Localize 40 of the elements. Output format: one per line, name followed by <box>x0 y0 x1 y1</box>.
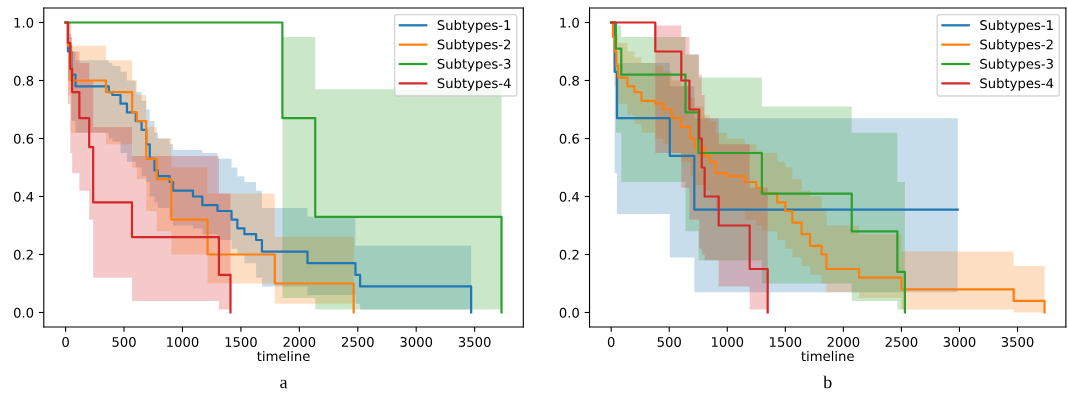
legend-label: Subtypes-1 <box>980 19 1053 33</box>
x-tick-label: 1000 <box>167 336 199 347</box>
text: a <box>280 379 288 389</box>
x-tick-label: 3500 <box>458 336 491 347</box>
x-tick-label: 3000 <box>400 336 433 347</box>
x-tick-label: 3500 <box>1001 336 1034 347</box>
x-tick-label: 0 <box>607 336 615 347</box>
legend-label: Subtypes-3 <box>980 58 1053 72</box>
x-tick-label: 2500 <box>885 336 918 347</box>
x-axis-title: timeline <box>801 350 854 362</box>
legend-label: Subtypes-1 <box>437 19 511 33</box>
y-tick-label: 0.0 <box>559 307 579 318</box>
y-tick-label: 0.0 <box>13 307 34 318</box>
legend-label: Subtypes-3 <box>437 58 511 72</box>
legend-label: Subtypes-4 <box>437 77 511 91</box>
x-tick-label: 1000 <box>711 336 744 347</box>
x-tick-label: 2000 <box>283 336 316 347</box>
x-tick-label: 3000 <box>943 336 976 347</box>
y-tick-label: 0.6 <box>559 133 579 144</box>
y-tick-label: 0.8 <box>559 75 579 86</box>
y-tick-label: 0.4 <box>559 191 580 202</box>
text: b <box>823 375 832 389</box>
y-tick-label: 0.2 <box>13 249 33 260</box>
y-tick-label: 0.6 <box>13 133 34 144</box>
x-tick-label: 0 <box>62 336 69 347</box>
y-tick-label: 0.2 <box>559 249 579 260</box>
x-axis-title: timeline <box>257 350 310 362</box>
y-tick-label: 1.0 <box>14 17 34 28</box>
legend-label: Subtypes-2 <box>980 39 1053 53</box>
x-tick-label: 1500 <box>225 336 257 347</box>
y-tick-label: 1.0 <box>560 17 579 28</box>
legend-label: Subtypes-4 <box>980 77 1054 91</box>
x-tick-label: 1500 <box>769 336 802 347</box>
x-tick-label: 500 <box>657 336 681 347</box>
y-tick-label: 0.8 <box>13 75 34 86</box>
x-tick-label: 2500 <box>341 336 374 347</box>
legend-label: Subtypes-2 <box>437 39 511 53</box>
y-tick-label: 0.4 <box>13 191 34 202</box>
x-tick-label: 2000 <box>827 336 860 347</box>
x-tick-label: 500 <box>112 336 136 347</box>
